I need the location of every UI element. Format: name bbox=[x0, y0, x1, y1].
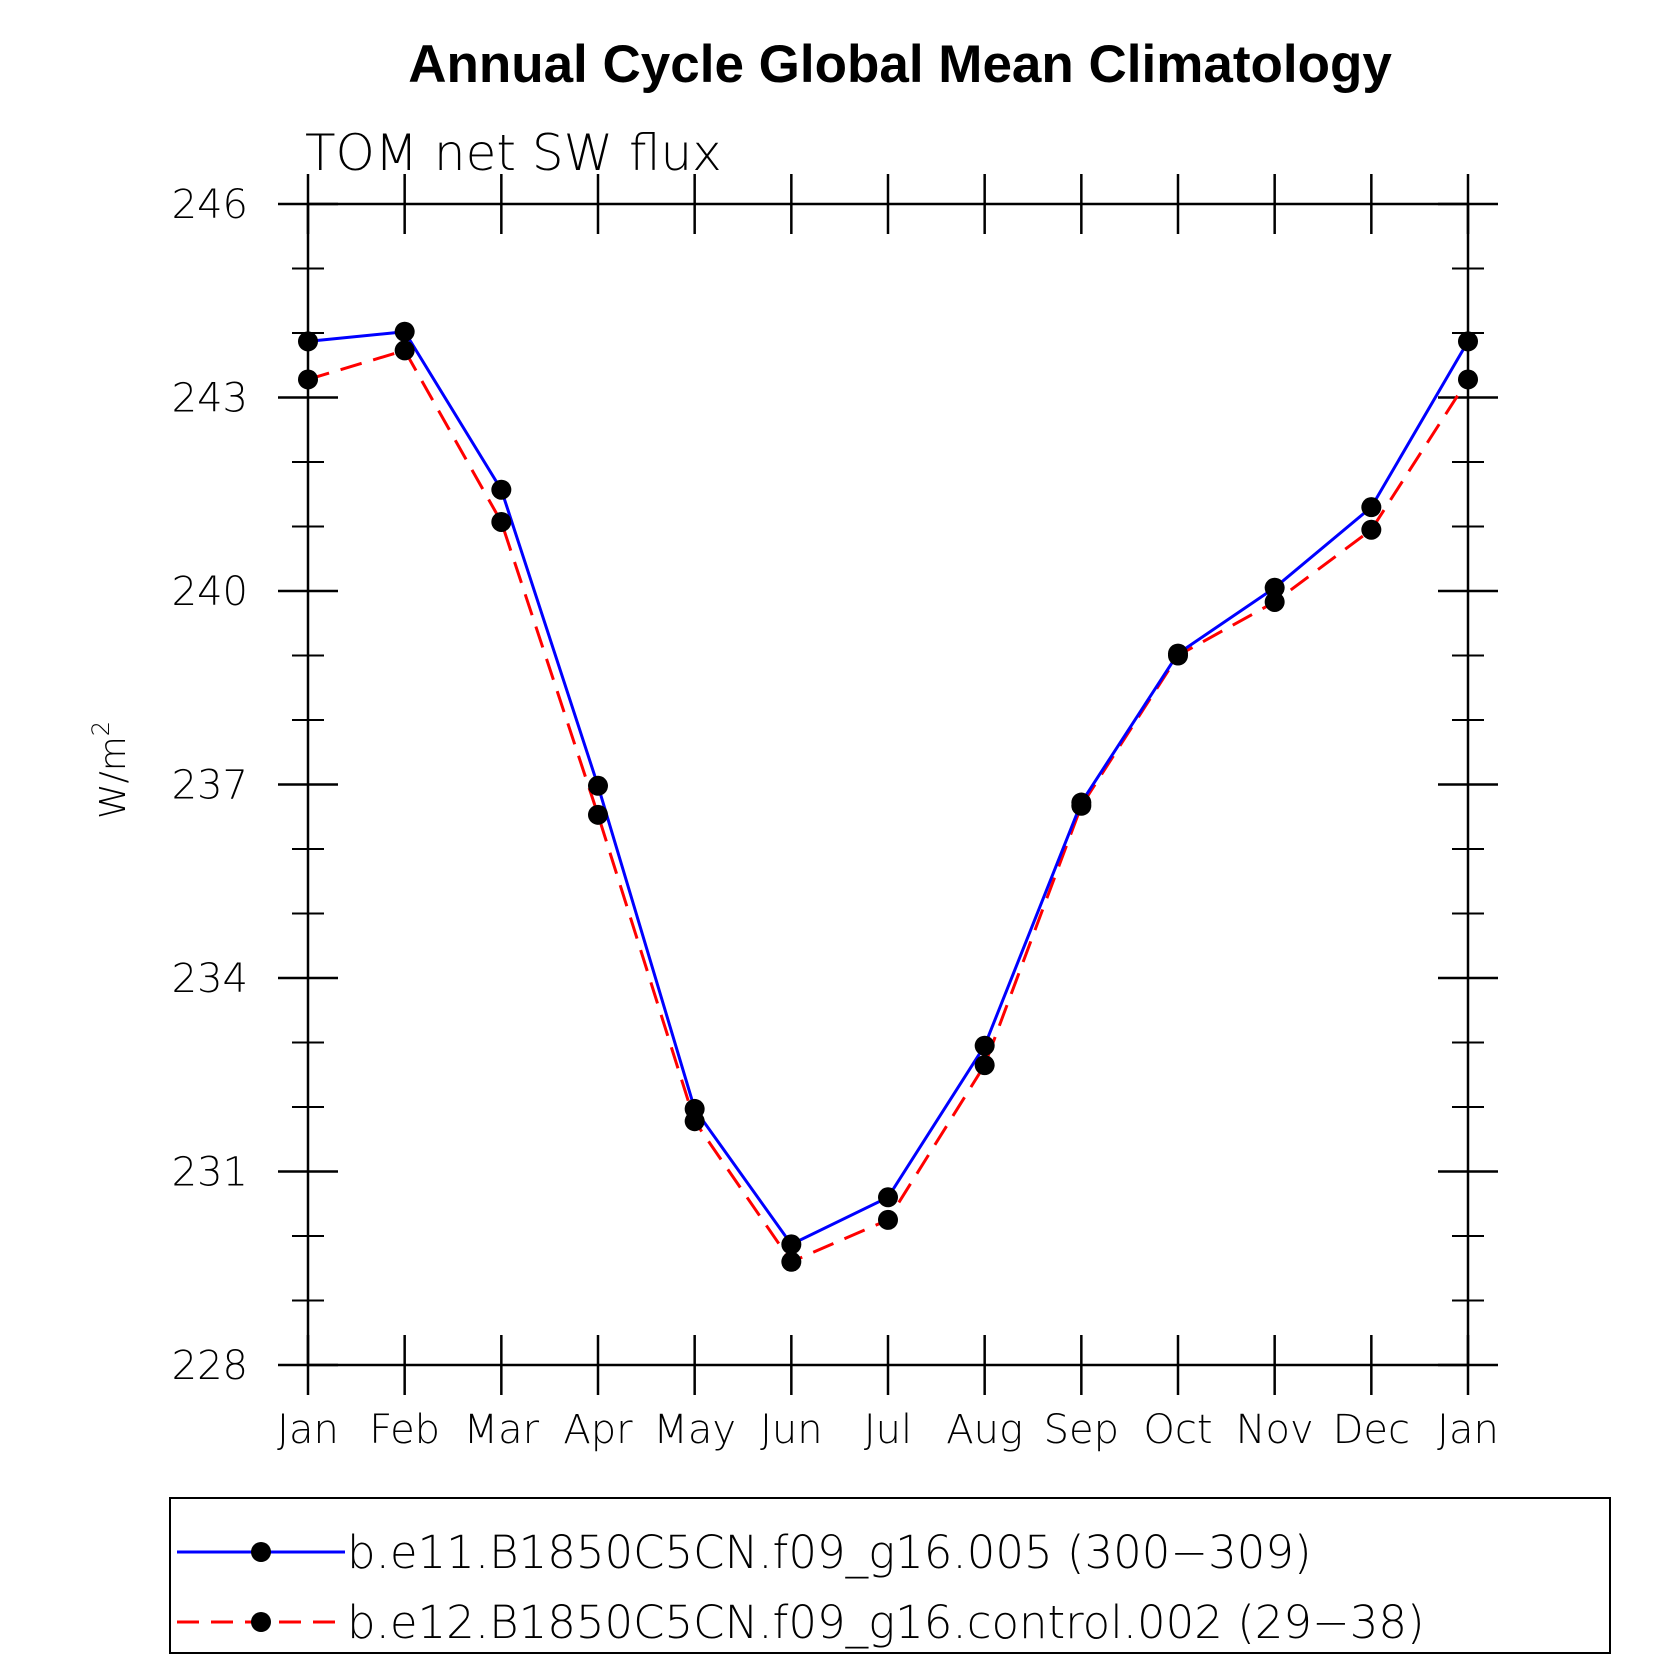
legend: b.e11.B1850C5CN.f09_g16.005 (300−309) b.… bbox=[169, 1497, 1611, 1654]
data-point-series-1 bbox=[1361, 497, 1382, 518]
data-point-series-1 bbox=[491, 479, 512, 500]
axes: Jan Feb Mar Apr May Jun Jul Aug Sep Oct Nov Dec Jan 2… bbox=[172, 174, 1499, 1453]
x-tick-label: Aug bbox=[946, 1407, 1023, 1453]
x-tick-label: Feb bbox=[369, 1407, 440, 1453]
x-tick-label: May bbox=[653, 1407, 736, 1453]
data-point-series-2 bbox=[974, 1055, 995, 1076]
y-tick-label: 240 bbox=[172, 569, 248, 615]
chart-title: Annual Cycle Global Mean Climatology bbox=[408, 35, 1392, 94]
y-tick-label: 246 bbox=[172, 182, 248, 228]
y-tick-label: 243 bbox=[172, 376, 248, 422]
x-tick-label: Sep bbox=[1044, 1407, 1119, 1453]
y-axis-label-text: W/m bbox=[93, 736, 134, 819]
svg-text:W/m2: W/m2 bbox=[87, 721, 134, 819]
series-line-2 bbox=[307, 348, 1470, 1264]
data-point-series-2 bbox=[1071, 795, 1092, 816]
y-tick-label: 237 bbox=[172, 763, 248, 809]
data-point-series-2 bbox=[394, 340, 415, 361]
data-point-series-2 bbox=[298, 369, 318, 390]
data-point-series-2 bbox=[684, 1111, 705, 1132]
data-point-series-2 bbox=[1264, 591, 1285, 612]
data-point-series-1 bbox=[588, 775, 608, 796]
data-point-series-2 bbox=[781, 1251, 802, 1272]
legend-label-series-1: b.e11.B1850C5CN.f09_g16.005 (300−309) bbox=[347, 1526, 1312, 1579]
data-point-series-1 bbox=[1458, 331, 1478, 352]
data-point-series-1 bbox=[1264, 577, 1285, 598]
data-point-series-1 bbox=[878, 1187, 898, 1208]
x-tick-label: Mar bbox=[464, 1407, 540, 1453]
data-point-series-2 bbox=[491, 511, 512, 532]
data-point-series-1 bbox=[974, 1035, 995, 1056]
chart-subtitle: TOM net SW flux bbox=[305, 124, 722, 182]
y-tick-label: 234 bbox=[172, 956, 248, 1002]
data-point-series-2 bbox=[588, 804, 608, 825]
x-tick-label: Jan bbox=[1437, 1407, 1499, 1453]
legend-marker-series-2 bbox=[251, 1612, 271, 1632]
series-layer bbox=[298, 321, 1478, 1272]
data-point-series-2 bbox=[878, 1209, 898, 1230]
legend-box bbox=[169, 1497, 1611, 1654]
data-point-series-2 bbox=[1168, 645, 1188, 666]
data-point-series-1 bbox=[781, 1234, 802, 1255]
legend-label-series-2: b.e12.B1850C5CN.f09_g16.control.002 (29−… bbox=[347, 1596, 1425, 1649]
y-axis-label-superscript: 2 bbox=[87, 721, 115, 736]
legend-marker-series-1 bbox=[251, 1542, 271, 1562]
y-tick-label: 231 bbox=[172, 1150, 248, 1196]
x-tick-label: Nov bbox=[1236, 1407, 1314, 1453]
data-point-series-1 bbox=[394, 321, 415, 342]
x-tick-label: Jul bbox=[864, 1407, 912, 1453]
data-point-series-2 bbox=[1458, 369, 1478, 390]
x-tick-label: Jun bbox=[760, 1407, 823, 1453]
data-point-series-2 bbox=[1361, 519, 1382, 540]
y-tick-label: 228 bbox=[172, 1343, 248, 1389]
x-tick-label: Oct bbox=[1143, 1407, 1212, 1453]
series-line-1 bbox=[307, 330, 1470, 1247]
y-axis-label: W/m2 bbox=[87, 721, 134, 819]
x-tick-label: Apr bbox=[563, 1407, 633, 1453]
x-tick-label: Dec bbox=[1333, 1407, 1410, 1453]
x-tick-label: Jan bbox=[277, 1407, 339, 1453]
data-point-series-1 bbox=[298, 331, 318, 352]
